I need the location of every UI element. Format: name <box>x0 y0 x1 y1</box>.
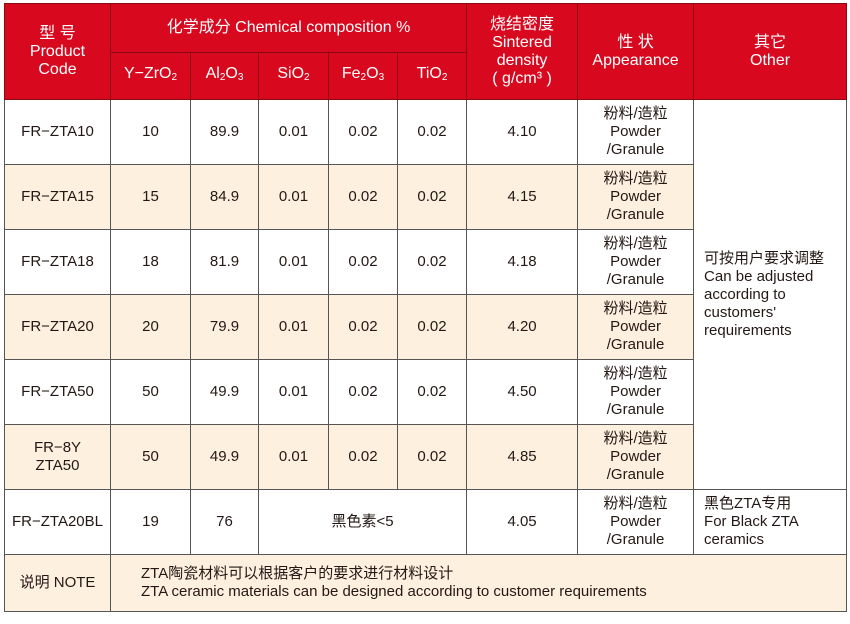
zta-spec-table: 型 号 Product Code 化学成分 Chemical composition… <box>4 3 848 612</box>
header-component: TiO2 <box>396 52 468 100</box>
cell-fe2o3: 0.02 <box>328 294 398 360</box>
cell-other-black: 黑色ZTA专用 For Black ZTA ceramics <box>693 489 848 555</box>
table-row: FR−ZTA50 50 49.9 0.01 0.02 0.02 4.50 粉料/造粒 Powde… <box>4 359 847 425</box>
cell-zro2: 19 <box>110 489 191 555</box>
cell-sio2: 0.01 <box>258 424 329 490</box>
table-row: FR−ZTA20 20 79.9 0.01 0.02 0.02 4.20 粉料/造粒 Powde… <box>4 294 847 360</box>
cell-code: FR−ZTA20 <box>4 294 111 360</box>
cell-fe2o3: 0.02 <box>328 99 398 165</box>
cell-appearance: 粉料/造粒 Powder/Granule <box>577 164 695 230</box>
cell-code: FR−ZTA18 <box>4 229 111 295</box>
cell-sio2: 0.01 <box>258 99 329 165</box>
cell-zro2: 50 <box>110 424 191 490</box>
cell-al2o3: 76 <box>190 489 259 555</box>
cell-al2o3: 49.9 <box>190 424 259 490</box>
cell-zro2: 15 <box>110 164 191 230</box>
cell-fe2o3: 0.02 <box>328 424 398 490</box>
cell-al2o3: 49.9 <box>190 359 259 425</box>
cell-tio2: 0.02 <box>396 229 468 295</box>
cell-density: 4.10 <box>466 99 579 165</box>
cell-fe2o3: 0.02 <box>328 229 398 295</box>
cell-sio2: 0.01 <box>258 294 329 360</box>
cell-zro2: 20 <box>110 294 191 360</box>
cell-zro2: 10 <box>110 99 191 165</box>
cell-al2o3: 89.9 <box>190 99 259 165</box>
header-product-code: 型 号 Product Code <box>4 3 111 100</box>
header-other: 其它 Other <box>693 3 848 100</box>
cell-sio2: 0.01 <box>258 359 329 425</box>
header-component: Al2O3 <box>190 52 259 100</box>
cell-pigment: 黑色素<5 <box>257 489 468 555</box>
header-density: 烧结密度 Sintered density( g/cm³ ) <box>466 3 579 100</box>
cell-code: FR−ZTA15 <box>4 164 111 230</box>
cell-code: FR−8Y ZTA50 <box>4 424 111 490</box>
cell-tio2: 0.02 <box>396 294 468 360</box>
cell-tio2: 0.02 <box>396 359 468 425</box>
cell-density: 4.18 <box>466 229 579 295</box>
header-appearance: 性 状 Appearance <box>577 3 695 100</box>
header-component: SiO2 <box>258 52 329 100</box>
cell-appearance: 粉料/造粒 Powder/Granule <box>577 294 695 360</box>
cell-density: 4.85 <box>466 424 579 490</box>
table-row: FR−ZTA15 15 84.9 0.01 0.02 0.02 4.15 粉料/造粒 Powde… <box>4 164 847 230</box>
cell-zro2: 50 <box>110 359 191 425</box>
cell-density: 4.05 <box>466 489 579 555</box>
cell-appearance: 粉料/造粒 Powder/Granule <box>577 489 695 555</box>
header-component: Y−ZrO2 <box>110 52 191 100</box>
cell-density: 4.50 <box>466 359 579 425</box>
cell-appearance: 粉料/造粒 Powder/Granule <box>577 359 695 425</box>
cell-appearance: 粉料/造粒 Powder/Granule <box>577 424 695 490</box>
cell-other-merged: 可按用户要求调整 Can be adjusted according to custo… <box>693 99 848 490</box>
cell-appearance: 粉料/造粒 Powder/Granule <box>577 229 695 295</box>
cell-density: 4.20 <box>466 294 579 360</box>
cell-al2o3: 79.9 <box>190 294 259 360</box>
cell-code: FR−ZTA10 <box>4 99 111 165</box>
cell-fe2o3: 0.02 <box>328 164 398 230</box>
cell-code: FR−ZTA20BL <box>4 489 111 555</box>
note-label: 说明 NOTE <box>4 554 111 612</box>
cell-appearance: 粉料/造粒 Powder/Granule <box>577 99 695 165</box>
table-row: FR−ZTA18 18 81.9 0.01 0.02 0.02 4.18 粉料/造粒 Powde… <box>4 229 847 295</box>
cell-tio2: 0.02 <box>396 164 468 230</box>
cell-density: 4.15 <box>466 164 579 230</box>
cell-tio2: 0.02 <box>396 424 468 490</box>
table-row: FR−ZTA10 10 89.9 0.01 0.02 0.02 4.10 粉料/造粒 Powde… <box>4 99 848 490</box>
cell-zro2: 18 <box>110 229 191 295</box>
cell-al2o3: 84.9 <box>190 164 259 230</box>
note-text: ZTA陶瓷材料可以根据客户的要求进行材料设计 ZTA ceramic materi… <box>109 554 848 612</box>
cell-tio2: 0.02 <box>396 99 468 165</box>
cell-sio2: 0.01 <box>258 164 329 230</box>
header-component: Fe2O3 <box>328 52 398 100</box>
cell-sio2: 0.01 <box>258 229 329 295</box>
header-composition: 化学成分 Chemical composition % <box>109 3 468 53</box>
cell-al2o3: 81.9 <box>190 229 259 295</box>
table-row: FR−8Y ZTA50 50 49.9 0.01 0.02 0.02 4.85 粉料/造粒 Pow… <box>4 424 847 490</box>
cell-fe2o3: 0.02 <box>328 359 398 425</box>
cell-code: FR−ZTA50 <box>4 359 111 425</box>
